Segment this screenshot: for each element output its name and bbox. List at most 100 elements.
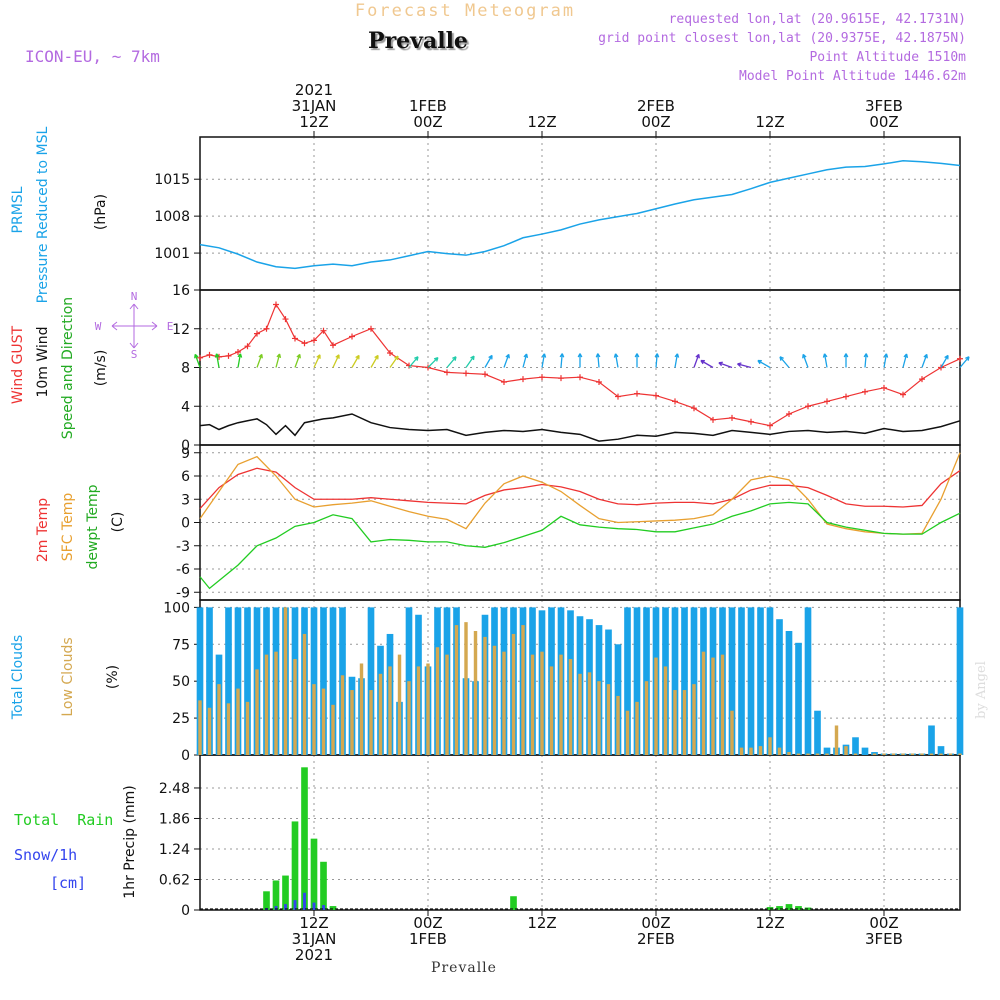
low-cloud-bar [359, 663, 364, 755]
low-cloud-bar [939, 753, 943, 755]
low-cloud-bar [568, 659, 573, 755]
cloud-panel-labels: Total Clouds Low Clouds (%) [10, 635, 121, 720]
total-cloud-bar [196, 607, 204, 755]
low-cloud-bar [274, 651, 278, 755]
time-label: 2021 [295, 946, 333, 964]
y-tick-label: 0 [181, 748, 190, 764]
time-label: 3FEB [865, 97, 903, 115]
low-cloud-bar [502, 651, 506, 755]
gust-marker [282, 316, 289, 323]
total-cloud-bar [633, 607, 641, 755]
total-cloud-bar [244, 607, 251, 755]
wind-direction-arrow [843, 353, 849, 368]
pressure-unit-label: (hPa) [93, 194, 109, 230]
suptitle: Forecast Meteogram [355, 1, 575, 21]
wind-direction-arrow [577, 353, 583, 368]
wind-direction-arrow [802, 353, 809, 368]
wind-direction-arrow [214, 353, 220, 368]
gust-marker [263, 325, 270, 332]
rain-bar [320, 861, 327, 910]
low-cloud-bar [901, 753, 905, 755]
total-cloud-bar [861, 747, 869, 755]
low-cloud-bar [834, 725, 839, 755]
y-tick-label: 3 [181, 492, 190, 508]
total-cloud-bar [367, 607, 375, 755]
pressure-line [199, 159, 961, 270]
prmsl-label: PRMSL [10, 186, 26, 233]
y-tick-label: 1008 [154, 209, 190, 225]
pressure-msl-label: Pressure Reduced to MSL [35, 126, 51, 303]
low-cloud-bar [217, 684, 221, 755]
wind-direction-arrow [275, 353, 282, 368]
low-cloud-bar [435, 647, 440, 755]
low-cloud-bar [815, 753, 820, 755]
time-label: 31JAN [292, 930, 337, 948]
low-cloud-bar [283, 607, 288, 755]
low-cloud-bar [787, 752, 791, 755]
total-cloud-bar [766, 607, 774, 755]
total-cloud-bar [852, 737, 859, 755]
rain-bar [329, 906, 337, 910]
total-cloud-bar [728, 607, 736, 755]
total-cloud-bar [747, 607, 755, 755]
rain-bar [301, 767, 308, 910]
time-label: 2FEB [637, 930, 675, 948]
y-tick-label: 6 [181, 469, 190, 485]
low-cloud-bar [882, 753, 886, 755]
gust-marker [748, 418, 754, 425]
point-altitude: Point Altitude 1510m [809, 50, 966, 65]
compass-rose: N S W E [95, 290, 174, 361]
low-cloud-bar [340, 675, 345, 755]
station-title: Prevalle [368, 28, 468, 54]
y-tick-label: 9 [181, 446, 190, 462]
low-cloud-bar [739, 747, 744, 755]
wind-10m-label: 10m Wind [35, 326, 51, 397]
gust-marker [824, 398, 830, 405]
rain-bar [272, 880, 280, 910]
wind-panel-labels: Wind GUST 10m Wind Speed and Direction (… [10, 290, 173, 439]
low-cloud-bar [587, 672, 592, 755]
low-cloud-bar [796, 753, 801, 755]
low-cloud-bar [378, 673, 383, 755]
snow-label: Snow/1h [14, 846, 77, 864]
low-cloud-bar [473, 631, 478, 755]
low-cloud-bar [264, 654, 269, 755]
total-cloud-bar [624, 607, 631, 755]
total-cloud-bar [225, 607, 232, 755]
cloud-unit-label: (%) [105, 665, 121, 689]
snow-bar [303, 892, 306, 910]
low-cloud-bar [644, 681, 649, 755]
gust-marker [577, 374, 583, 381]
wind-direction-arrow [959, 356, 970, 368]
low-cloud-bar [454, 625, 459, 755]
low-cloud-bar [388, 666, 392, 755]
low-cloud-bar [635, 701, 639, 755]
wind-direction-arrow [718, 361, 733, 369]
time-label: 00Z [641, 113, 670, 131]
wind-gust-label: Wind GUST [10, 325, 26, 404]
temp-2m-line [199, 467, 961, 509]
gridpoint-location: grid point closest lon,lat (20.9375E, 42… [598, 31, 966, 46]
rain-bar [785, 904, 793, 910]
wind-direction-arrow [237, 353, 243, 368]
gust-marker [482, 371, 488, 378]
wind-direction-arrow [194, 353, 201, 368]
low-cloud-bar [445, 654, 449, 755]
gust-marker [387, 349, 393, 356]
time-label: 00Z [869, 113, 898, 131]
gust-marker [843, 393, 849, 400]
wind-direction-arrow [613, 353, 619, 368]
gust-marker [197, 354, 203, 361]
low-cloud-bar [711, 657, 715, 755]
y-tick-label: 4 [181, 399, 190, 415]
gust-marker [244, 343, 251, 350]
compass-south: S [131, 348, 138, 361]
time-label: 3FEB [865, 930, 903, 948]
total-cloud-bar [690, 607, 698, 755]
low-cloud-bar [872, 753, 877, 755]
y-tick-label: 1.86 [159, 811, 190, 827]
y-tick-label: 25 [172, 711, 190, 727]
y-tick-label: 1015 [154, 172, 190, 188]
low-cloud-bar [369, 690, 373, 755]
